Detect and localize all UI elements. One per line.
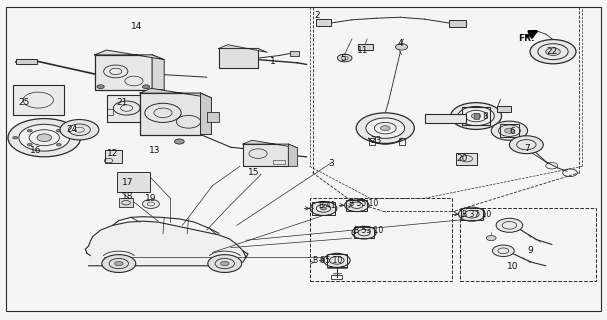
- Circle shape: [208, 255, 242, 272]
- Polygon shape: [219, 45, 267, 52]
- Circle shape: [366, 118, 405, 138]
- Circle shape: [381, 125, 390, 131]
- Text: 18: 18: [122, 192, 134, 201]
- Text: 16: 16: [30, 146, 41, 155]
- Circle shape: [546, 48, 560, 55]
- Text: 9: 9: [527, 246, 534, 255]
- Text: 1: 1: [270, 57, 276, 66]
- Text: B 53 10: B 53 10: [354, 226, 384, 235]
- Circle shape: [396, 44, 408, 50]
- Circle shape: [27, 143, 32, 146]
- Circle shape: [60, 120, 99, 140]
- Text: B-41: B-41: [317, 201, 335, 210]
- Circle shape: [504, 128, 514, 133]
- Circle shape: [491, 121, 527, 140]
- Text: 7: 7: [524, 144, 531, 153]
- Text: 14: 14: [131, 22, 143, 31]
- Circle shape: [27, 130, 32, 132]
- FancyBboxPatch shape: [243, 144, 288, 166]
- Circle shape: [496, 218, 523, 232]
- Circle shape: [486, 236, 496, 241]
- Circle shape: [530, 40, 576, 64]
- Circle shape: [115, 261, 123, 266]
- FancyBboxPatch shape: [13, 85, 64, 116]
- Circle shape: [174, 139, 184, 144]
- Circle shape: [337, 54, 352, 62]
- Circle shape: [458, 207, 485, 221]
- Circle shape: [320, 207, 327, 210]
- Circle shape: [352, 226, 376, 239]
- Circle shape: [345, 199, 369, 212]
- Text: FR.: FR.: [518, 35, 535, 44]
- Circle shape: [71, 136, 76, 139]
- FancyBboxPatch shape: [219, 49, 258, 68]
- Polygon shape: [140, 88, 211, 98]
- Text: 21: 21: [116, 98, 127, 107]
- FancyBboxPatch shape: [206, 112, 219, 122]
- FancyBboxPatch shape: [316, 19, 331, 26]
- Polygon shape: [89, 221, 246, 266]
- FancyBboxPatch shape: [358, 44, 373, 50]
- Polygon shape: [288, 144, 297, 166]
- Text: 3: 3: [328, 159, 334, 168]
- FancyBboxPatch shape: [456, 153, 477, 165]
- Circle shape: [509, 136, 543, 154]
- Circle shape: [450, 103, 501, 129]
- FancyBboxPatch shape: [105, 150, 122, 163]
- Text: 15: 15: [248, 168, 260, 177]
- Text: 2: 2: [314, 12, 320, 20]
- Circle shape: [492, 245, 514, 257]
- FancyBboxPatch shape: [140, 93, 200, 134]
- Polygon shape: [200, 93, 211, 134]
- Circle shape: [97, 85, 104, 89]
- Circle shape: [471, 114, 481, 119]
- FancyBboxPatch shape: [449, 20, 466, 27]
- Text: 22: 22: [546, 47, 557, 56]
- FancyBboxPatch shape: [107, 95, 146, 122]
- Text: 19: 19: [145, 194, 157, 204]
- Polygon shape: [529, 29, 543, 36]
- Polygon shape: [243, 140, 297, 148]
- Circle shape: [458, 107, 494, 125]
- Text: 8: 8: [483, 113, 488, 122]
- Text: 11: 11: [357, 45, 368, 55]
- Circle shape: [37, 134, 52, 141]
- Circle shape: [13, 136, 18, 139]
- Circle shape: [356, 113, 415, 143]
- Polygon shape: [152, 55, 164, 90]
- Text: B 55·10: B 55·10: [350, 199, 379, 208]
- Circle shape: [220, 261, 229, 266]
- FancyBboxPatch shape: [290, 51, 299, 56]
- Circle shape: [143, 85, 150, 89]
- Circle shape: [56, 130, 61, 132]
- FancyBboxPatch shape: [473, 114, 478, 119]
- Circle shape: [56, 143, 61, 146]
- Text: 6: 6: [509, 127, 515, 136]
- Text: 20: 20: [456, 154, 468, 163]
- Text: 23: 23: [370, 136, 382, 145]
- Text: 4: 4: [398, 39, 403, 48]
- FancyBboxPatch shape: [16, 59, 37, 64]
- Text: 25: 25: [18, 98, 29, 107]
- Text: 5: 5: [340, 53, 346, 62]
- FancyBboxPatch shape: [117, 172, 151, 193]
- Text: 13: 13: [149, 146, 161, 155]
- FancyBboxPatch shape: [425, 115, 466, 123]
- Circle shape: [143, 199, 160, 208]
- Text: 12: 12: [107, 149, 118, 158]
- FancyBboxPatch shape: [120, 198, 133, 207]
- Circle shape: [324, 253, 350, 268]
- Polygon shape: [95, 50, 164, 60]
- Text: 24: 24: [67, 125, 78, 134]
- Text: 10: 10: [507, 262, 518, 271]
- FancyBboxPatch shape: [497, 107, 510, 112]
- Text: B 37 10: B 37 10: [462, 210, 491, 219]
- Text: 17: 17: [122, 178, 134, 187]
- Circle shape: [19, 124, 70, 151]
- Circle shape: [102, 255, 136, 272]
- Circle shape: [8, 119, 81, 157]
- Text: B 55 10: B 55 10: [313, 256, 342, 265]
- Circle shape: [310, 201, 337, 215]
- FancyBboxPatch shape: [95, 55, 152, 90]
